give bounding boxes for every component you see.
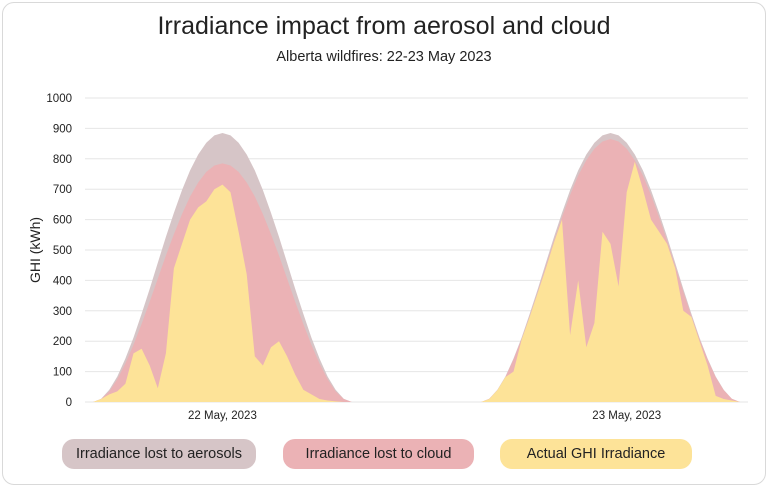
x-tick-label: 22 May, 2023 <box>188 410 257 422</box>
y-tick-label: 0 <box>66 397 72 409</box>
y-tick-label: 900 <box>53 123 72 135</box>
y-tick-label: 800 <box>53 154 72 166</box>
legend-aerosol: Irradiance lost to aerosols <box>62 439 256 469</box>
legend-cloud-label: Irradiance lost to cloud <box>305 446 452 462</box>
legend-actual: Actual GHI Irradiance <box>500 439 692 469</box>
y-tick-label: 100 <box>53 367 72 379</box>
y-tick-label: 300 <box>53 306 72 318</box>
y-tick-label: 600 <box>53 215 72 227</box>
x-tick-label: 23 May, 2023 <box>592 410 661 422</box>
chart-title: Irradiance impact from aerosol and cloud <box>157 12 611 40</box>
legend-cloud: Irradiance lost to cloud <box>283 439 474 469</box>
actual-ghi-area-day-1 <box>93 184 352 402</box>
legend-aerosol-label: Irradiance lost to aerosols <box>75 446 243 462</box>
y-axis-label: GHI (kWh) <box>27 217 43 283</box>
y-tick-label: 400 <box>53 275 72 287</box>
y-tick-label: 500 <box>53 245 72 257</box>
y-tick-label: 200 <box>53 336 72 348</box>
y-tick-label: 1000 <box>46 93 72 105</box>
legend-actual-label: Actual GHI Irradiance <box>526 446 666 462</box>
actual-ghi-area-day-2 <box>481 161 740 402</box>
y-tick-label: 700 <box>53 184 72 196</box>
chart-subtitle: Alberta wildfires: 22-23 May 2023 <box>276 49 492 65</box>
